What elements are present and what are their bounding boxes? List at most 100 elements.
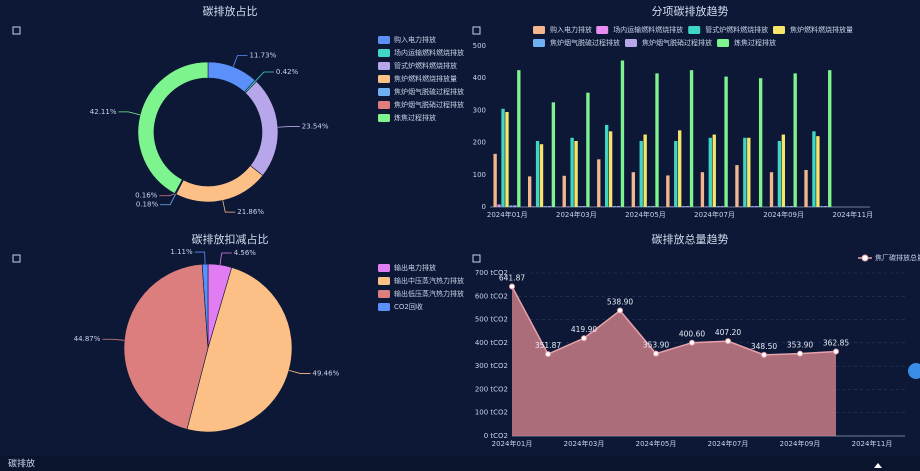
bar bbox=[793, 73, 797, 208]
bar bbox=[685, 206, 690, 207]
legend-label: 炼焦过程排放 bbox=[734, 38, 776, 47]
bar bbox=[820, 206, 824, 207]
data-label: 21.86% bbox=[237, 208, 264, 216]
point bbox=[797, 350, 803, 357]
data-label: 42.11% bbox=[90, 108, 117, 116]
side-toggle[interactable] bbox=[908, 363, 920, 379]
data-label: 538.90 bbox=[607, 298, 633, 307]
bar bbox=[704, 206, 709, 207]
bar bbox=[566, 206, 570, 207]
legend-swatch bbox=[378, 75, 390, 83]
bar bbox=[678, 130, 682, 207]
x-tick-label: 2024年03月 bbox=[556, 210, 597, 219]
y-tick-label: 600 tCO2 bbox=[475, 292, 508, 300]
bar bbox=[505, 112, 509, 207]
bar bbox=[528, 176, 532, 207]
bar bbox=[562, 175, 566, 207]
legend-swatch bbox=[378, 114, 390, 122]
leader-line bbox=[222, 200, 236, 213]
legend-swatch bbox=[533, 39, 545, 47]
x-tick-label: 2024年07月 bbox=[694, 210, 735, 219]
leader-line bbox=[102, 338, 125, 341]
x-tick-label: 2024年05月 bbox=[636, 439, 677, 448]
bar bbox=[616, 206, 621, 207]
legend-swatch bbox=[625, 39, 637, 47]
data-label: 0.42% bbox=[276, 68, 299, 76]
x-tick-label: 2024年01月 bbox=[492, 439, 533, 448]
export-icons[interactable] bbox=[12, 26, 481, 263]
bar bbox=[601, 206, 605, 207]
legend-label: 购入电力排放 bbox=[394, 35, 436, 44]
y-tick-label: 0 tCO2 bbox=[484, 432, 508, 440]
legend-label: 炼焦过程排放 bbox=[394, 113, 436, 122]
bar bbox=[655, 73, 659, 208]
legend-label: 焦炉烟气脱硝过程排放 bbox=[394, 100, 464, 109]
legend-label: 输出电力排放 bbox=[394, 263, 436, 272]
legend-label: 焦炉烟气脱硫过程排放 bbox=[550, 38, 620, 47]
line bbox=[511, 286, 837, 356]
point bbox=[833, 348, 839, 355]
legend-swatch bbox=[378, 88, 390, 96]
legend-label: 焦厂碳排放总量 bbox=[875, 253, 920, 262]
leader-line bbox=[232, 55, 248, 67]
bar bbox=[689, 70, 694, 208]
legend-swatch bbox=[596, 26, 609, 34]
point bbox=[653, 350, 659, 357]
y-tick-label: 100 bbox=[473, 171, 486, 179]
bar bbox=[743, 137, 747, 207]
bar bbox=[543, 206, 548, 207]
legend-label: 焦炉燃料燃烧排放量 bbox=[790, 25, 853, 34]
bar bbox=[620, 60, 625, 207]
bar bbox=[643, 134, 647, 207]
bar bbox=[647, 206, 651, 207]
data-label: 4.56% bbox=[234, 249, 257, 257]
bar bbox=[570, 137, 574, 207]
leader-line bbox=[194, 251, 206, 265]
y-tick-label: 200 bbox=[473, 139, 486, 147]
y-tick-label: 100 tCO2 bbox=[475, 409, 508, 417]
x-tick-label: 2024年07月 bbox=[708, 439, 749, 448]
legend-swatch bbox=[861, 254, 869, 262]
bar bbox=[574, 140, 578, 207]
point bbox=[689, 339, 695, 346]
bar bbox=[773, 206, 778, 207]
bar bbox=[681, 206, 686, 207]
y-tick-label: 0 bbox=[482, 203, 486, 211]
legend-label: 购入电力排放 bbox=[550, 25, 592, 34]
bar bbox=[700, 172, 705, 207]
slice bbox=[123, 263, 209, 430]
bar bbox=[517, 70, 521, 208]
legend-label: CO2回收 bbox=[394, 302, 423, 311]
legend-swatch bbox=[717, 39, 729, 47]
bar bbox=[716, 206, 720, 207]
bar bbox=[828, 70, 832, 208]
data-label: 44.87% bbox=[74, 335, 101, 343]
x-tick-label: 2024年11月 bbox=[832, 210, 873, 219]
legend-swatch bbox=[378, 303, 390, 311]
legend-swatch bbox=[773, 26, 785, 34]
leader-line bbox=[288, 369, 311, 374]
bar bbox=[635, 206, 639, 207]
data-label: 407.20 bbox=[715, 328, 741, 337]
y-tick-label: 400 tCO2 bbox=[475, 339, 508, 347]
footer-tab[interactable]: 碳排放 bbox=[8, 458, 35, 470]
data-label: 351.87 bbox=[535, 341, 561, 350]
data-label: 362.85 bbox=[823, 339, 849, 348]
bar bbox=[535, 140, 540, 207]
point bbox=[581, 335, 587, 342]
bar bbox=[631, 172, 635, 207]
y-tick-label: 700 tCO2 bbox=[475, 269, 508, 277]
bar bbox=[751, 206, 755, 207]
leader-line bbox=[118, 111, 141, 116]
bar bbox=[531, 206, 536, 207]
bar bbox=[513, 205, 517, 207]
y-tick-label: 300 bbox=[473, 106, 486, 114]
data-label: 11.73% bbox=[250, 52, 277, 60]
bar bbox=[789, 206, 793, 207]
data-label: 0.16% bbox=[135, 192, 158, 200]
bar bbox=[501, 108, 505, 207]
data-label: 419.90 bbox=[571, 325, 597, 334]
bar bbox=[674, 140, 678, 207]
home-icon[interactable] bbox=[874, 463, 882, 468]
bar bbox=[597, 159, 601, 207]
